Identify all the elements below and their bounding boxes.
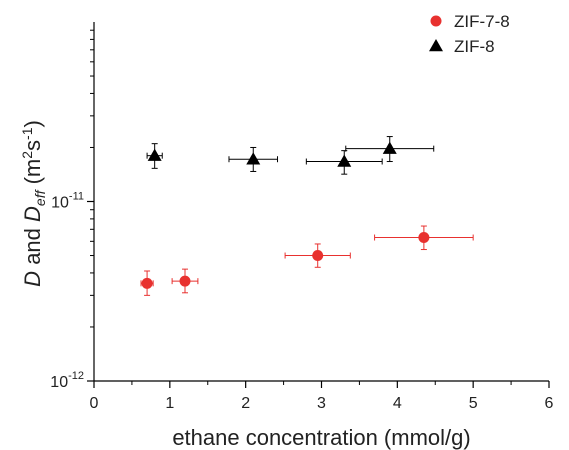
- data-point: [337, 154, 352, 167]
- x-tick-label: 5: [469, 395, 478, 412]
- series-zif-7-8: [140, 225, 474, 296]
- x-tick-label: 4: [393, 395, 402, 412]
- data-point: [179, 275, 191, 287]
- data-point: [147, 148, 162, 161]
- series-zif-8: [146, 136, 435, 175]
- legend-marker: [430, 15, 442, 27]
- legend-marker: [429, 39, 443, 52]
- legend-label: ZIF-8: [454, 37, 495, 56]
- y-axis-title: D and Deff (m2s-1): [19, 120, 48, 287]
- data-point: [246, 152, 261, 165]
- x-axis-title: ethane concentration (mmol/g): [172, 425, 470, 450]
- x-tick-label: 0: [90, 395, 99, 412]
- data-point: [141, 277, 153, 289]
- x-tick-label: 6: [545, 395, 554, 412]
- axes: 0 1 2 3 4 5 6 10-12 10-11 ethane concentration (m…: [19, 22, 554, 450]
- x-tick-label: 1: [165, 395, 174, 412]
- y-tick-label: 10-12: [50, 370, 84, 391]
- x-tick-label: 2: [241, 395, 250, 412]
- y-tick-label: 10-11: [51, 191, 84, 212]
- legend-label: ZIF-7-8: [454, 12, 510, 31]
- data-point: [312, 250, 324, 262]
- plot-area: [140, 136, 474, 296]
- data-point: [418, 232, 430, 244]
- x-tick-label: 3: [317, 395, 326, 412]
- legend: ZIF-7-8 ZIF-8: [429, 12, 510, 56]
- data-point: [382, 141, 397, 154]
